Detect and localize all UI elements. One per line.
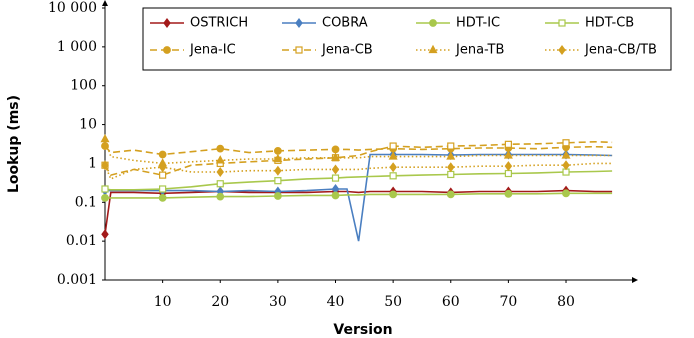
legend: OSTRICH COBRA HDT-IC HDT-CB Jena-IC Jena-CB Je… — [142, 7, 672, 71]
marker — [561, 150, 571, 159]
legend-marker — [163, 18, 171, 28]
legend-marker — [558, 45, 566, 55]
marker — [446, 190, 455, 199]
series-line — [104, 140, 613, 177]
marker — [504, 161, 513, 172]
x-tick-label: 40 — [327, 294, 345, 310]
marker — [331, 152, 341, 161]
marker — [331, 191, 340, 200]
marker — [274, 177, 282, 185]
y-tick-label: 100 — [70, 78, 97, 94]
marker — [273, 147, 282, 155]
marker — [101, 185, 109, 193]
marker — [389, 162, 397, 173]
marker — [562, 139, 570, 147]
series-line — [104, 162, 613, 180]
x-tick-label: 60 — [442, 294, 460, 310]
y-tick-label: 0.001 — [57, 272, 97, 288]
marker — [216, 192, 225, 201]
x-tick-label: 80 — [557, 294, 575, 310]
legend-marker — [429, 19, 437, 27]
legend-marker — [295, 46, 303, 54]
marker — [503, 150, 513, 159]
y-tick-label: 0.1 — [75, 194, 97, 210]
marker — [389, 142, 397, 150]
marker — [159, 185, 167, 193]
marker — [273, 192, 282, 200]
legend-marker — [428, 44, 438, 54]
marker — [274, 165, 282, 176]
legend-label: Jena-TB — [455, 43, 504, 58]
marker — [447, 162, 455, 173]
legend-box — [142, 7, 672, 71]
legend-label: COBRA — [322, 16, 368, 31]
marker — [504, 140, 512, 148]
marker — [101, 193, 109, 202]
marker — [216, 167, 225, 178]
marker — [504, 169, 512, 178]
marker — [216, 144, 225, 153]
legend-label: OSTRICH — [190, 16, 248, 31]
marker — [331, 174, 340, 182]
legend-marker — [295, 18, 303, 28]
series-line — [104, 138, 613, 165]
y-tick-label: 10 000 — [48, 0, 97, 16]
x-axis-label: Version — [333, 322, 392, 338]
marker — [216, 180, 224, 188]
marker — [158, 193, 167, 202]
marker — [158, 162, 167, 173]
y-arrow — [102, 0, 108, 6]
x-tick-label: 30 — [269, 294, 287, 310]
legend-label: Jena-CB/TB — [584, 43, 657, 58]
legend-label: HDT-CB — [585, 16, 634, 31]
marker — [446, 151, 456, 160]
marker — [273, 153, 283, 163]
marker — [388, 151, 398, 160]
marker — [158, 150, 167, 159]
x-arrow — [632, 277, 638, 283]
marker — [159, 171, 167, 179]
legend-label: Jena-IC — [189, 43, 236, 58]
x-tick-label: 10 — [154, 294, 172, 310]
marker — [101, 160, 109, 171]
marker — [447, 142, 455, 150]
y-axis-label: Lookup (ms) — [6, 95, 22, 193]
y-tick-label: 1 — [88, 155, 97, 171]
marker — [562, 160, 570, 171]
marker — [331, 164, 340, 175]
y-tick-label: 10 — [79, 117, 97, 133]
x-tick-label: 50 — [384, 294, 402, 310]
series-line — [104, 170, 613, 191]
series-line — [105, 192, 613, 199]
series-line — [104, 189, 613, 235]
x-tick-label: 70 — [499, 294, 517, 310]
marker — [100, 133, 110, 143]
legend-marker — [163, 46, 171, 54]
legend-label: Jena-CB — [321, 43, 373, 58]
series-line — [104, 145, 613, 156]
marker — [215, 155, 225, 164]
marker — [447, 170, 455, 179]
marker — [389, 190, 398, 199]
marker — [562, 189, 570, 198]
x-tick-label: 20 — [211, 294, 229, 310]
legend-marker — [558, 19, 566, 27]
marker — [101, 229, 109, 240]
y-tick-label: 1 000 — [57, 39, 97, 55]
marker — [331, 145, 340, 154]
marker — [504, 189, 513, 198]
legend-label: HDT-IC — [456, 16, 500, 31]
marker — [389, 172, 397, 180]
y-tick-label: 0.01 — [66, 233, 97, 249]
series-line — [105, 153, 613, 242]
